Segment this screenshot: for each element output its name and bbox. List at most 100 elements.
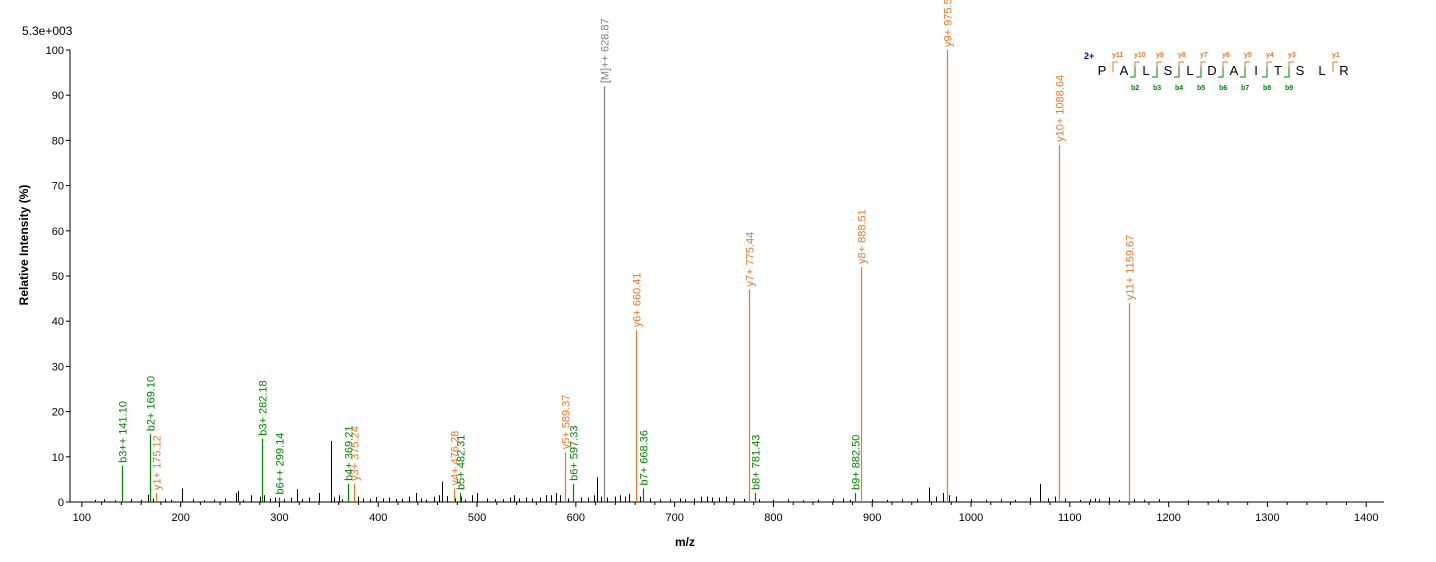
sequence-b-ion: b7 — [1241, 85, 1249, 92]
peak-label: y5+ 589.37 — [561, 395, 573, 450]
sequence-y-ion: y5 — [1244, 52, 1252, 59]
sequence-residue: T — [1274, 63, 1282, 78]
sequence-b-bracket — [1218, 67, 1224, 78]
peak-label: b6+ 597.33 — [569, 426, 581, 481]
peaks — [95, 50, 1219, 502]
peak-label: b4+ 369.21 — [344, 426, 356, 481]
x-tick-label: 1200 — [1156, 512, 1180, 524]
sequence-b-bracket — [1130, 67, 1136, 78]
y-tick-label: 70 — [52, 181, 64, 193]
peak-label: y6+ 660.41 — [632, 272, 644, 327]
peak-label: b7+ 668.36 — [639, 430, 651, 485]
sequence-y-bracket — [1178, 61, 1184, 72]
sequence-residue: P — [1098, 63, 1107, 78]
peak-label: y8+ 888.51 — [857, 209, 869, 264]
sequence-b-bracket — [1284, 67, 1290, 78]
peak-label: [M]++ 628.87 — [600, 18, 612, 83]
sequence-residue: A — [1120, 63, 1129, 78]
peak-label: b3+ 282.18 — [258, 380, 270, 435]
sequence-y-ion: y10 — [1134, 52, 1146, 59]
sequence-y-ion: y6 — [1222, 52, 1230, 59]
sequence-y-ion: y11 — [1112, 52, 1123, 59]
sequence-residue: A — [1230, 63, 1239, 78]
peak-label: y7+ 775.44 — [745, 232, 757, 287]
x-tick-label: 1400 — [1354, 512, 1378, 524]
peak-label: y4+ 476.28 — [450, 431, 462, 486]
sequence-y-ion: y7 — [1200, 52, 1208, 59]
y-tick-label: 0 — [58, 497, 64, 509]
sequence-b-ion: b9 — [1285, 85, 1293, 92]
sequence-y-bracket — [1112, 61, 1118, 72]
sequence-residue: S — [1164, 63, 1173, 78]
peak-label: b5+ 482.31 — [456, 435, 468, 490]
sequence-y-bracket — [1244, 61, 1250, 72]
x-tick-label: 500 — [468, 512, 486, 524]
sequence-y-bracket — [1156, 61, 1162, 72]
sequence-y-bracket — [1134, 61, 1140, 72]
y-tick-label: 100 — [46, 45, 64, 57]
sequence-y-ion: y1 — [1332, 52, 1340, 59]
peak-label: b3++ 141.10 — [118, 401, 130, 463]
sequence-b-ion: b5 — [1197, 85, 1205, 92]
sequence-y-ion: y4 — [1266, 52, 1274, 59]
sequence-b-ion: b2 — [1131, 85, 1139, 92]
sequence-residue: L — [1186, 63, 1193, 78]
x-tick-label: 600 — [567, 512, 585, 524]
y-tick-label: 30 — [52, 361, 64, 373]
x-tick-label: 800 — [764, 512, 782, 524]
peak-label: y3+ 375.24 — [350, 426, 362, 481]
sequence-residue: L — [1318, 63, 1325, 78]
y-tick-label: 60 — [52, 226, 64, 238]
x-tick-label: 400 — [369, 512, 387, 524]
sequence-charge: 2+ — [1084, 51, 1094, 61]
sequence-y-ion: y9 — [1156, 52, 1164, 59]
y-tick-label: 80 — [52, 135, 64, 147]
x-tick-label: 1000 — [959, 512, 983, 524]
sequence-b-ion: b8 — [1263, 85, 1271, 92]
x-tick-label: 300 — [270, 512, 288, 524]
peak-label: y11+ 1159.67 — [1125, 235, 1137, 300]
sequence-b-bracket — [1196, 67, 1202, 78]
sequence-y-ion: y3 — [1288, 52, 1296, 59]
intensity-scale-label: 5.3e+003 — [22, 24, 73, 38]
axes: 0 10 20 30 40 50 60 70 80 90 100 100 200 300 400 500 600… — [46, 45, 1384, 524]
peak-label: b9+ 882.50 — [851, 435, 863, 490]
peak-label: y9+ 975.55 — [943, 0, 955, 47]
x-tick-label: 700 — [665, 512, 683, 524]
sequence-y-bracket — [1332, 61, 1338, 72]
x-tick-label: 200 — [171, 512, 189, 524]
peak-label: b8+ 781.43 — [751, 435, 763, 490]
sequence-residue: L — [1142, 63, 1149, 78]
sequence-b-bracket — [1174, 67, 1180, 78]
y-tick-label: 50 — [52, 271, 64, 283]
x-tick-label: 1300 — [1255, 512, 1279, 524]
sequence-residue: R — [1339, 63, 1348, 78]
peak-label: y1+ 175.12 — [152, 435, 164, 490]
sequence-b-bracket — [1152, 67, 1158, 78]
peak-label: b2+ 169.10 — [146, 376, 158, 431]
peak-label: y10+ 1088.64 — [1055, 75, 1067, 142]
x-tick-label: 900 — [863, 512, 881, 524]
y-tick-label: 40 — [52, 316, 64, 328]
sequence-residue: D — [1207, 63, 1216, 78]
y-axis-label: Relative Intensity (%) — [17, 185, 31, 306]
x-axis-label: m/z — [675, 535, 695, 549]
peak-labels: b3++ 141.10 b2+ 169.10 y1+ 175.12 b3+ 282.1… — [118, 0, 1137, 494]
sequence-residue: S — [1296, 63, 1305, 78]
sequence-b-bracket — [1262, 67, 1268, 78]
sequence-b-ion: b6 — [1219, 85, 1227, 92]
y-tick-label: 90 — [52, 90, 64, 102]
x-tick-label: 1100 — [1058, 512, 1082, 524]
peak-label: b6++ 299.14 — [275, 433, 287, 495]
sequence-y-ion: y8 — [1178, 52, 1186, 59]
sequence-b-ion: b4 — [1175, 85, 1183, 92]
sequence-y-bracket — [1288, 61, 1294, 72]
sequence-y-bracket — [1200, 61, 1206, 72]
sequence-y-bracket — [1266, 61, 1272, 72]
y-tick-label: 10 — [52, 452, 64, 464]
sequence-b-bracket — [1240, 67, 1246, 78]
sequence-residue: I — [1254, 63, 1258, 78]
x-tick-label: 100 — [73, 512, 91, 524]
